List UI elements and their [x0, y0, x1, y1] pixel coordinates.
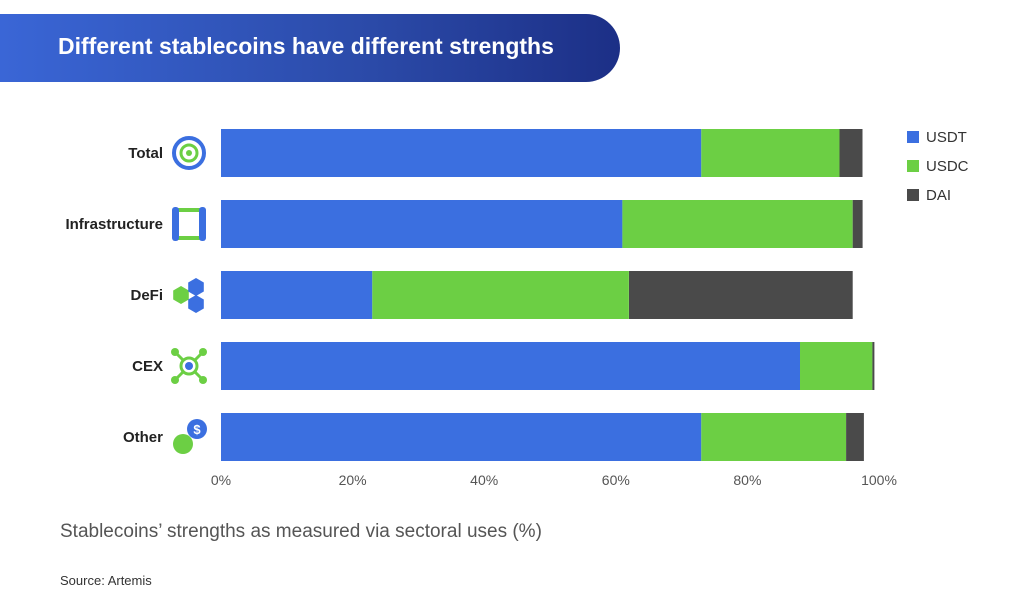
bar-defi-usdc [372, 271, 629, 319]
category-label-infrastructure: Infrastructure [65, 216, 163, 233]
bar-cex-usdt [221, 342, 800, 390]
bar-cex-dai [872, 342, 875, 390]
svg-text:$: $ [193, 422, 201, 437]
bar-cex-usdc [800, 342, 873, 390]
bar-total-dai [839, 129, 863, 177]
bar-infrastructure-dai [852, 200, 863, 248]
bar-total-usdc [701, 129, 840, 177]
x-tick-label: 40% [470, 472, 498, 488]
bar-total-usdt [221, 129, 702, 177]
x-tick-label: 60% [602, 472, 630, 488]
bar-defi-usdt [221, 271, 373, 319]
bar-defi-dai [629, 271, 853, 319]
legend-swatch-usdt [907, 131, 919, 143]
network-icon [171, 348, 207, 384]
chart-subtitle: Stablecoins’ strengths as measured via s… [60, 521, 542, 542]
title-banner: Different stablecoins have different str… [0, 14, 620, 82]
infrastructure-icon [172, 207, 206, 241]
source-note: Source: Artemis [60, 573, 152, 588]
x-tick-label: 0% [211, 472, 231, 488]
legend-label-dai: DAI [926, 187, 951, 204]
category-label-total: Total [128, 145, 163, 162]
legend-label-usdt: USDT [926, 129, 967, 146]
x-tick-label: 100% [861, 472, 897, 488]
category-label-defi: DeFi [130, 287, 163, 304]
x-tick-label: 80% [733, 472, 761, 488]
bar-infrastructure-usdc [622, 200, 853, 248]
legend-label-usdc: USDC [926, 158, 969, 175]
legend-swatch-dai [907, 189, 919, 201]
legend-swatch-usdc [907, 160, 919, 172]
x-tick-label: 20% [339, 472, 367, 488]
bar-other-dai [846, 413, 864, 461]
coin-dollar-icon: $ [173, 419, 207, 454]
category-label-other: Other [123, 429, 163, 446]
chart-title: Different stablecoins have different str… [58, 33, 554, 59]
bar-other-usdt [221, 413, 702, 461]
bar-other-usdc [701, 413, 847, 461]
category-label-cex: CEX [132, 358, 163, 375]
hexagons-icon [173, 278, 204, 313]
bar-infrastructure-usdt [221, 200, 623, 248]
target-icon [172, 136, 206, 170]
